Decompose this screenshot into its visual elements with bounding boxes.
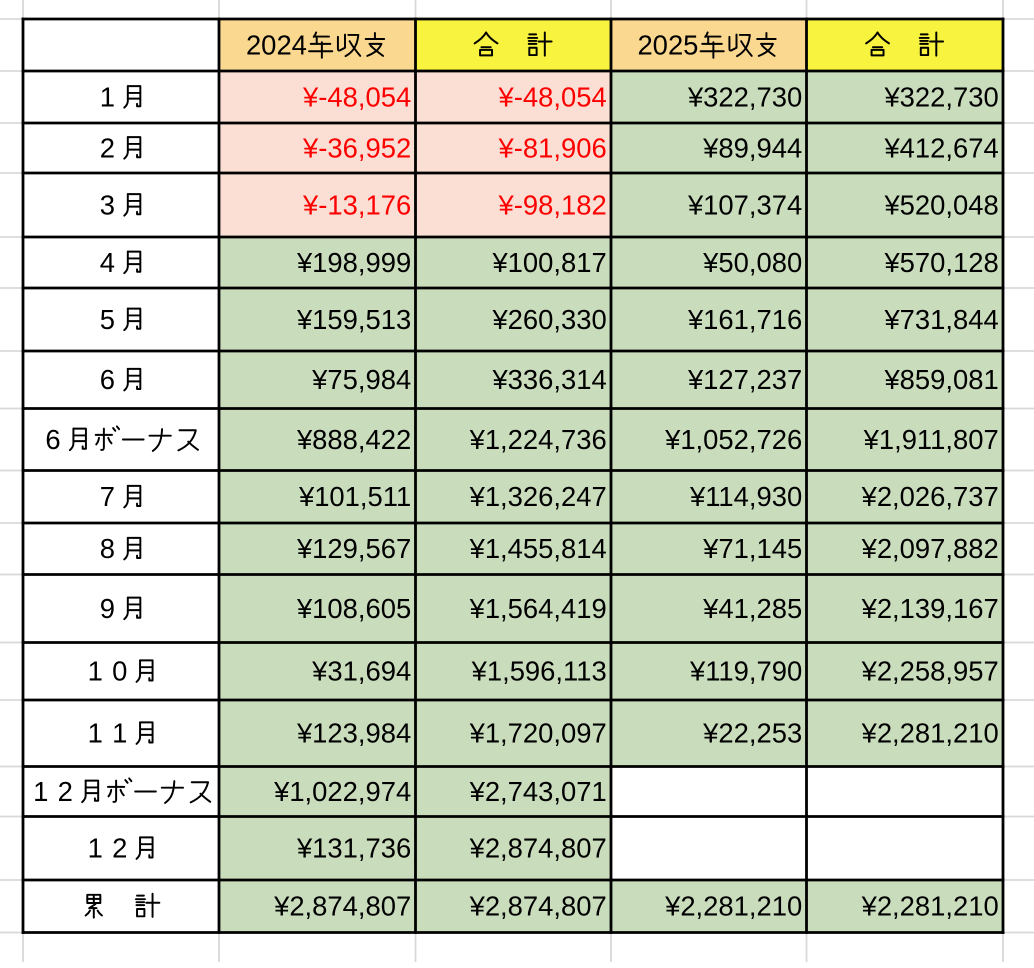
svg-text:0: 0 bbox=[653, 29, 668, 60]
svg-text:1: 1 bbox=[88, 718, 103, 749]
svg-text:¥114,930: ¥114,930 bbox=[689, 481, 802, 512]
svg-text:3: 3 bbox=[100, 189, 115, 220]
svg-text:2: 2 bbox=[58, 776, 73, 807]
svg-text:¥-81,906: ¥-81,906 bbox=[498, 132, 607, 163]
svg-text:¥888,422: ¥888,422 bbox=[296, 424, 411, 455]
svg-text:¥119,790: ¥119,790 bbox=[689, 656, 802, 687]
svg-text:2: 2 bbox=[100, 132, 115, 163]
svg-text:¥31,694: ¥31,694 bbox=[311, 656, 411, 687]
svg-text:1: 1 bbox=[112, 718, 127, 749]
svg-text:¥75,984: ¥75,984 bbox=[311, 364, 411, 395]
svg-text:¥1,326,247: ¥1,326,247 bbox=[469, 481, 607, 512]
svg-text:¥2,281,210: ¥2,281,210 bbox=[861, 718, 999, 749]
svg-text:¥159,513: ¥159,513 bbox=[296, 304, 411, 335]
svg-text:¥108,605: ¥108,605 bbox=[296, 593, 411, 624]
svg-text:7: 7 bbox=[100, 481, 115, 512]
svg-text:¥2,026,737: ¥2,026,737 bbox=[861, 481, 999, 512]
svg-text:¥2,281,210: ¥2,281,210 bbox=[664, 891, 802, 922]
svg-text:1: 1 bbox=[100, 81, 115, 112]
svg-text:2: 2 bbox=[637, 29, 652, 60]
svg-text:¥2,874,807: ¥2,874,807 bbox=[469, 891, 607, 922]
svg-text:5: 5 bbox=[683, 29, 698, 60]
svg-text:¥322,730: ¥322,730 bbox=[883, 81, 998, 112]
svg-text:¥101,511: ¥101,511 bbox=[298, 481, 411, 512]
svg-text:¥1,455,814: ¥1,455,814 bbox=[469, 533, 607, 564]
svg-text:¥198,999: ¥198,999 bbox=[296, 247, 411, 278]
svg-text:1: 1 bbox=[88, 656, 103, 687]
svg-text:¥859,081: ¥859,081 bbox=[883, 364, 998, 395]
svg-text:1: 1 bbox=[33, 776, 48, 807]
svg-text:¥2,743,071: ¥2,743,071 bbox=[469, 776, 607, 807]
svg-text:¥1,052,726: ¥1,052,726 bbox=[664, 424, 802, 455]
svg-text:2: 2 bbox=[112, 833, 127, 864]
svg-text:¥2,097,882: ¥2,097,882 bbox=[861, 533, 999, 564]
svg-text:8: 8 bbox=[100, 533, 115, 564]
svg-text:¥412,674: ¥412,674 bbox=[883, 132, 998, 163]
svg-text:5: 5 bbox=[100, 304, 115, 335]
svg-text:¥100,817: ¥100,817 bbox=[491, 247, 606, 278]
svg-text:¥731,844: ¥731,844 bbox=[883, 304, 998, 335]
svg-text:¥2,874,807: ¥2,874,807 bbox=[469, 833, 607, 864]
svg-text:¥123,984: ¥123,984 bbox=[296, 718, 411, 749]
svg-text:¥570,128: ¥570,128 bbox=[883, 247, 998, 278]
svg-text:¥2,258,957: ¥2,258,957 bbox=[861, 656, 999, 687]
svg-text:¥161,716: ¥161,716 bbox=[687, 304, 802, 335]
svg-text:¥2,281,210: ¥2,281,210 bbox=[861, 891, 999, 922]
svg-text:¥22,253: ¥22,253 bbox=[702, 718, 802, 749]
svg-text:¥336,314: ¥336,314 bbox=[491, 364, 606, 395]
svg-text:¥107,374: ¥107,374 bbox=[687, 189, 802, 220]
svg-text:¥129,567: ¥129,567 bbox=[296, 533, 411, 564]
svg-text:¥-48,054: ¥-48,054 bbox=[302, 81, 411, 112]
svg-text:¥1,720,097: ¥1,720,097 bbox=[469, 718, 607, 749]
svg-text:¥1,911,807: ¥1,911,807 bbox=[863, 424, 999, 455]
svg-text:¥2,874,807: ¥2,874,807 bbox=[273, 891, 411, 922]
svg-text:¥520,048: ¥520,048 bbox=[883, 189, 998, 220]
svg-text:¥71,145: ¥71,145 bbox=[702, 533, 802, 564]
svg-text:0: 0 bbox=[112, 656, 127, 687]
svg-text:0: 0 bbox=[261, 29, 276, 60]
svg-text:9: 9 bbox=[100, 593, 115, 624]
svg-text:¥-98,182: ¥-98,182 bbox=[498, 189, 607, 220]
svg-text:¥322,730: ¥322,730 bbox=[687, 81, 802, 112]
svg-text:¥41,285: ¥41,285 bbox=[702, 593, 802, 624]
svg-text:4: 4 bbox=[100, 247, 115, 278]
svg-text:¥1,596,113: ¥1,596,113 bbox=[471, 656, 607, 687]
svg-text:¥260,330: ¥260,330 bbox=[491, 304, 606, 335]
svg-text:¥1,564,419: ¥1,564,419 bbox=[469, 593, 607, 624]
svg-text:1: 1 bbox=[88, 833, 103, 864]
svg-text:¥89,944: ¥89,944 bbox=[702, 132, 802, 163]
svg-text:¥1,022,974: ¥1,022,974 bbox=[273, 776, 411, 807]
svg-text:¥127,237: ¥127,237 bbox=[687, 364, 802, 395]
svg-text:2: 2 bbox=[668, 29, 683, 60]
svg-text:¥-13,176: ¥-13,176 bbox=[302, 189, 411, 220]
svg-text:¥-36,952: ¥-36,952 bbox=[302, 132, 411, 163]
svg-text:¥131,736: ¥131,736 bbox=[296, 833, 411, 864]
svg-text:6: 6 bbox=[100, 364, 115, 395]
svg-text:¥-48,054: ¥-48,054 bbox=[498, 81, 607, 112]
svg-text:¥1,224,736: ¥1,224,736 bbox=[469, 424, 607, 455]
svg-text:4: 4 bbox=[292, 29, 307, 60]
svg-text:¥2,139,167: ¥2,139,167 bbox=[861, 593, 999, 624]
svg-text:¥50,080: ¥50,080 bbox=[702, 247, 802, 278]
svg-text:2: 2 bbox=[276, 29, 291, 60]
svg-text:2: 2 bbox=[246, 29, 261, 60]
svg-text:6: 6 bbox=[45, 424, 60, 455]
